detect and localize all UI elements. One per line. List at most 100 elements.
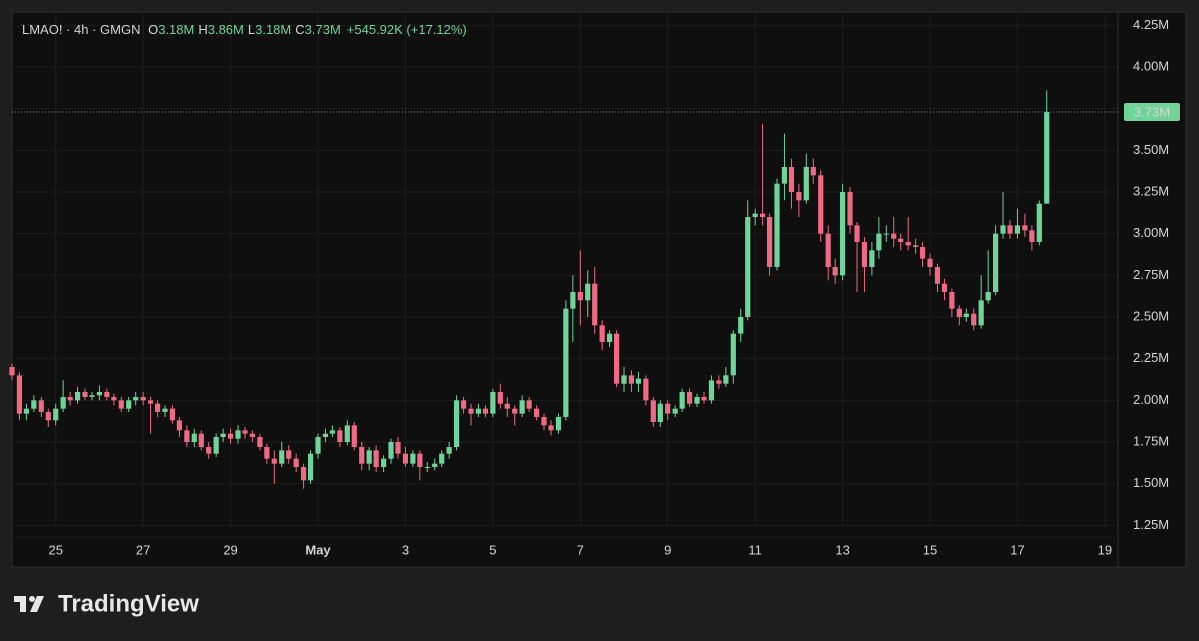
body	[198, 433, 204, 447]
body	[366, 450, 372, 464]
body	[424, 467, 430, 468]
body	[788, 167, 795, 192]
body	[533, 408, 540, 417]
x-tick-label: 11	[748, 542, 762, 557]
logo: TradingView	[14, 590, 199, 617]
body	[701, 397, 707, 401]
body	[104, 392, 110, 397]
body	[286, 450, 292, 459]
body	[315, 437, 321, 454]
candles	[9, 90, 1050, 489]
body	[242, 430, 248, 434]
x-tick-label: 7	[577, 542, 584, 557]
body	[985, 292, 991, 301]
body	[679, 392, 685, 409]
body	[497, 392, 503, 404]
body	[279, 450, 285, 464]
body	[839, 192, 846, 276]
body	[439, 453, 445, 464]
body	[169, 408, 176, 421]
body	[111, 397, 117, 401]
body	[635, 378, 642, 384]
body	[300, 467, 307, 481]
logo-dot	[29, 596, 35, 602]
body	[329, 430, 336, 434]
body	[825, 233, 831, 267]
body	[1029, 230, 1035, 242]
body	[861, 242, 868, 267]
body	[504, 403, 510, 409]
body	[249, 433, 256, 437]
body	[847, 192, 853, 226]
body	[752, 213, 758, 217]
x-tick-label: 13	[835, 542, 849, 557]
body	[468, 408, 474, 414]
y-tick-label: 1.25M	[1133, 517, 1169, 532]
body	[766, 217, 773, 267]
body	[519, 400, 525, 414]
body	[191, 433, 197, 442]
body	[9, 367, 15, 376]
body	[686, 392, 693, 404]
legend: LMAO! · 4h · GMGN O3.18M H3.86M L3.18M C3.7…	[22, 22, 467, 37]
body	[956, 308, 962, 317]
axes: 1.25M 1.50M 1.75M 2.00M 2.25M 2.50M 2.75M 3.00M…	[12, 12, 1180, 567]
body	[541, 417, 547, 426]
ohlc-value: 3.18M	[255, 22, 291, 37]
body	[592, 283, 598, 326]
body	[548, 425, 554, 431]
y-tick-label: 4.00M	[1133, 58, 1169, 73]
body	[45, 412, 51, 421]
body	[796, 192, 802, 201]
ohlc-key: O	[148, 22, 158, 37]
body	[891, 233, 897, 239]
body	[606, 333, 613, 342]
body	[118, 400, 124, 409]
x-tick-label: May	[305, 542, 331, 557]
body	[577, 292, 583, 301]
body	[738, 317, 744, 334]
body	[1036, 203, 1042, 242]
body	[512, 408, 518, 414]
ohlc-value: 3.73M	[305, 22, 341, 37]
body	[1044, 112, 1050, 204]
body	[708, 380, 715, 401]
body	[235, 430, 241, 439]
body	[147, 400, 154, 404]
body	[810, 167, 816, 176]
body	[971, 313, 977, 326]
body	[53, 408, 59, 421]
chart-panel	[11, 11, 1187, 568]
body	[307, 453, 314, 481]
y-tick-label: 3.50M	[1133, 142, 1169, 157]
ohlc-key: H	[198, 22, 207, 37]
body	[154, 403, 161, 412]
body	[140, 397, 146, 401]
body	[227, 433, 234, 439]
x-tick-label: 3	[402, 542, 409, 557]
x-tick-label: 17	[1010, 542, 1024, 557]
body	[410, 453, 416, 464]
x-tick-label: 9	[664, 542, 671, 557]
body	[1014, 225, 1021, 234]
body	[963, 313, 969, 317]
body	[460, 400, 467, 409]
body	[650, 400, 656, 422]
body	[883, 233, 889, 235]
ohlc-key: L	[248, 22, 255, 37]
body	[475, 408, 482, 414]
body	[919, 247, 926, 259]
body	[876, 233, 882, 251]
body	[162, 408, 168, 412]
body	[395, 442, 401, 454]
body	[337, 430, 343, 442]
body	[482, 408, 489, 414]
body	[781, 167, 788, 184]
body	[694, 397, 700, 404]
body	[133, 397, 139, 401]
y-tick-label: 4.25M	[1133, 17, 1169, 32]
body	[96, 392, 103, 396]
body	[621, 375, 627, 384]
body	[264, 447, 270, 459]
